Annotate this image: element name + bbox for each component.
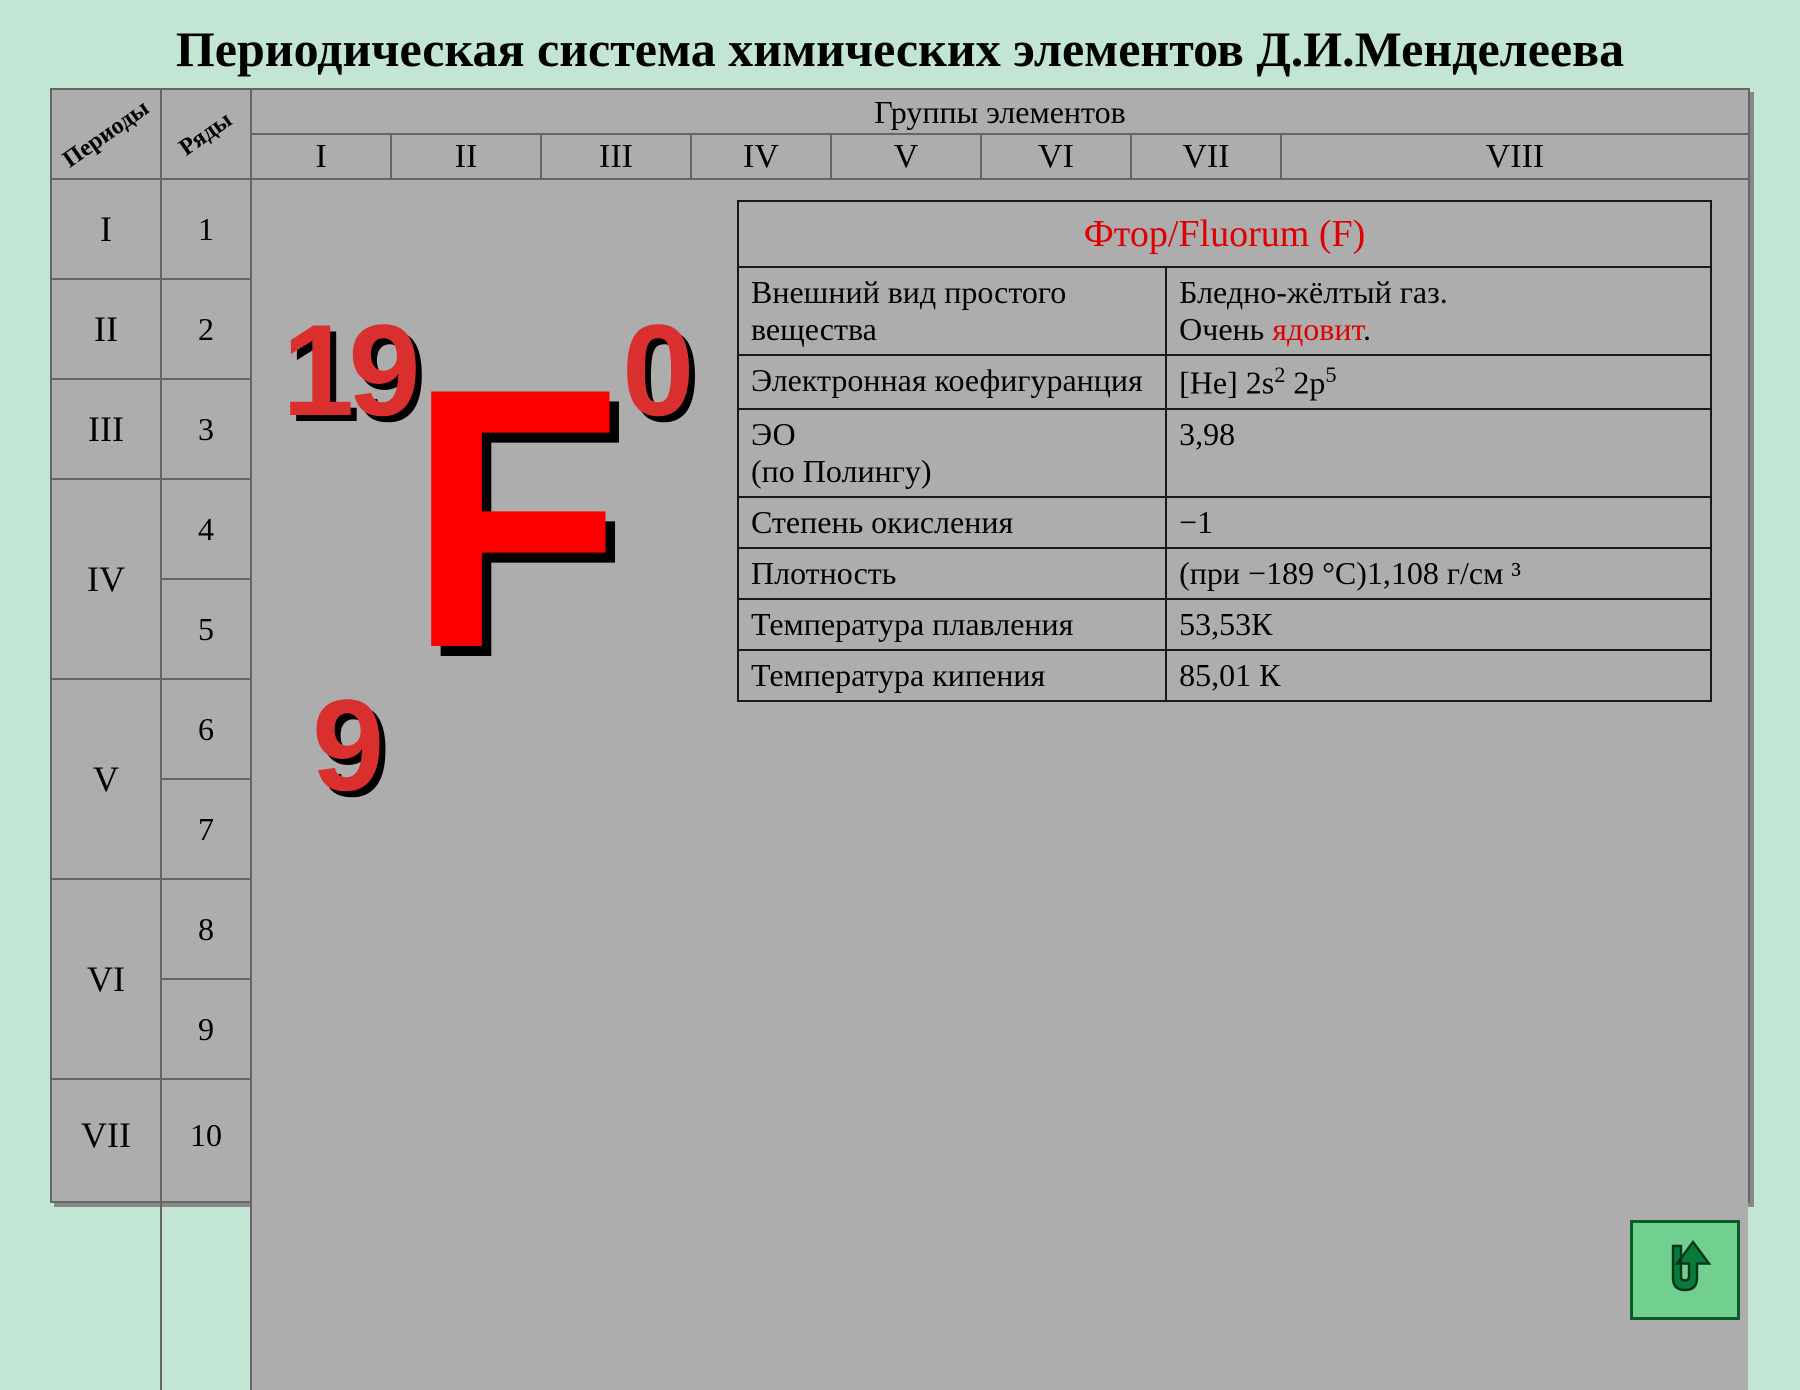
- period-3: III: [52, 380, 160, 480]
- corner-rows-label: Ряды: [162, 90, 252, 180]
- periodic-panel: Периоды Ряды Группы элементов I II III I…: [50, 88, 1750, 1203]
- group-8: VIII: [1282, 135, 1748, 180]
- period-7: VII: [52, 1080, 160, 1190]
- row-4: 4: [162, 480, 250, 580]
- element-symbol: F: [408, 380, 623, 658]
- corner-periods-label: Периоды: [52, 90, 162, 180]
- groups-title: Группы элементов: [252, 90, 1748, 135]
- row-1: 1: [162, 180, 250, 280]
- group-4: IV: [692, 135, 832, 180]
- u-turn-icon: [1645, 1230, 1725, 1310]
- density-value: (при −189 °C)1,108 г/см ³: [1166, 548, 1711, 599]
- melting-value: 53,53К: [1166, 599, 1711, 650]
- boiling-value: 85,01 К: [1166, 650, 1711, 701]
- oxidation-value: −1: [1166, 497, 1711, 548]
- row-10: 10: [162, 1080, 250, 1190]
- oxidation-label: Степень окисления: [738, 497, 1166, 548]
- period-4: IV: [52, 480, 160, 680]
- econfig-value: [He] 2s2 2p5: [1166, 355, 1711, 409]
- group-2: II: [392, 135, 542, 180]
- page-title: Периодическая система химических элемент…: [50, 20, 1750, 78]
- info-title: Фтор/Fluorum (F): [738, 201, 1711, 267]
- element-info-table: Фтор/Fluorum (F) Внешний вид простого ве…: [737, 200, 1712, 702]
- eo-label: ЭО(по Полингу): [738, 409, 1166, 497]
- rows-column: 1 2 3 4 5 6 7 8 9 10: [162, 180, 252, 1390]
- row-9: 9: [162, 980, 250, 1080]
- row-5: 5: [162, 580, 250, 680]
- period-5: V: [52, 680, 160, 880]
- period-2: II: [52, 280, 160, 380]
- appearance-value: Бледно-жёлтый газ. Очень ядовит.: [1166, 267, 1711, 355]
- charge-number: 0: [622, 295, 688, 445]
- row-3: 3: [162, 380, 250, 480]
- periods-column: I II III IV V VI VII: [52, 180, 162, 1390]
- atomic-number: 9: [312, 670, 378, 820]
- group-5: V: [832, 135, 982, 180]
- group-3: III: [542, 135, 692, 180]
- group-7: VII: [1132, 135, 1282, 180]
- appearance-label: Внешний вид простого вещества: [738, 267, 1166, 355]
- eo-value: 3,98: [1166, 409, 1711, 497]
- density-label: Плотность: [738, 548, 1166, 599]
- groups-row: I II III IV V VI VII VIII: [252, 135, 1748, 180]
- period-1: I: [52, 180, 160, 280]
- row-7: 7: [162, 780, 250, 880]
- mass-number: 19: [282, 295, 415, 445]
- row-2: 2: [162, 280, 250, 380]
- content-area: 19 0 F 9 Фтор/Fluorum (F) Внешний вид пр…: [252, 180, 1748, 1390]
- row-6: 6: [162, 680, 250, 780]
- row-8: 8: [162, 880, 250, 980]
- melting-label: Температура плавления: [738, 599, 1166, 650]
- back-button[interactable]: [1630, 1220, 1740, 1320]
- group-1: I: [252, 135, 392, 180]
- boiling-label: Температура кипения: [738, 650, 1166, 701]
- econfig-label: Электронная коефигуранция: [738, 355, 1166, 409]
- period-6: VI: [52, 880, 160, 1080]
- group-6: VI: [982, 135, 1132, 180]
